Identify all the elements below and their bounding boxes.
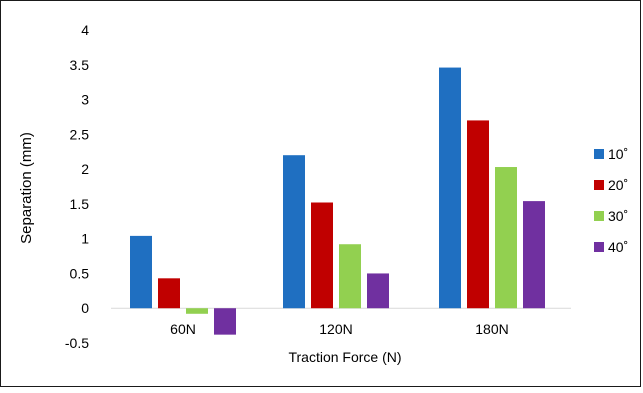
bar-180n-series-4 (523, 201, 545, 309)
bar-180n-series-3 (495, 167, 517, 309)
bar-120n-series-4 (367, 273, 389, 309)
legend-label: 20˚ (608, 177, 628, 193)
x-axis-title: Traction Force (N) (288, 349, 401, 365)
x-tick-label: 180N (475, 321, 508, 337)
bar-60n-series-3 (186, 308, 208, 314)
y-tick-label: 0 (81, 300, 89, 316)
bar-60n-series-1 (130, 235, 152, 309)
legend-swatch (594, 211, 604, 221)
y-tick-label: 0.5 (70, 265, 90, 281)
y-axis-ticks: -0.5 0 0.5 1 1.5 2 2.5 3 3.5 4 (65, 22, 89, 351)
x-tick-label: 120N (319, 321, 352, 337)
legend-swatch (594, 242, 604, 252)
bar-120n-series-2 (311, 202, 333, 309)
y-tick-label: 4 (81, 22, 89, 38)
legend-label: 10˚ (608, 146, 628, 162)
legend-swatch (594, 180, 604, 190)
bars (130, 67, 545, 335)
x-tick-label: 60N (170, 321, 196, 337)
y-tick-label: 1.5 (70, 196, 90, 212)
bar-180n-series-1 (439, 67, 461, 309)
bar-60n-series-2 (158, 278, 180, 309)
legend-label: 40˚ (608, 239, 628, 255)
bar-180n-series-2 (467, 120, 489, 309)
legend: 10˚ 20˚ 30˚ 40˚ (594, 146, 628, 255)
y-tick-label: 2 (81, 161, 89, 177)
y-tick-label: 3.5 (70, 57, 90, 73)
x-axis-ticks: 60N 120N 180N (170, 321, 509, 337)
y-axis-title: Separation (mm) (18, 132, 35, 244)
bar-120n-series-3 (339, 244, 361, 309)
bar-120n-series-1 (283, 155, 305, 309)
y-tick-label: 3 (81, 92, 89, 108)
bar-60n-series-4 (214, 308, 236, 335)
y-tick-label: -0.5 (65, 335, 89, 351)
legend-swatch (594, 149, 604, 159)
y-tick-label: 2.5 (70, 126, 90, 142)
legend-label: 30˚ (608, 208, 628, 224)
y-tick-label: 1 (81, 231, 89, 247)
